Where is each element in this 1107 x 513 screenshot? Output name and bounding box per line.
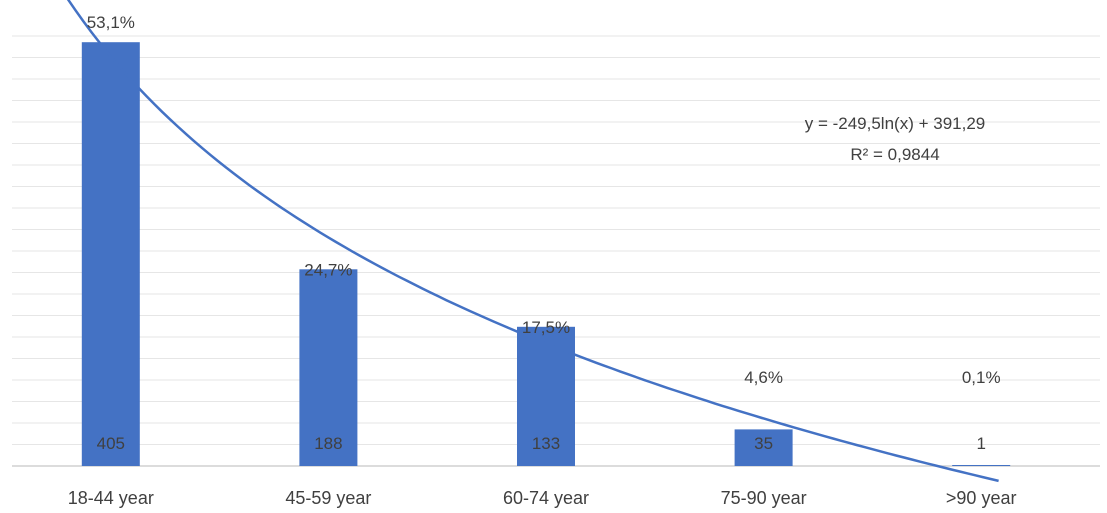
value-label-4: 1 xyxy=(976,434,985,453)
x-tick-label-0: 18-44 year xyxy=(68,488,154,508)
percent-label-1: 24,7% xyxy=(304,260,352,279)
x-tick-labels: 18-44 year 45-59 year 60-74 year 75-90 year… xyxy=(68,488,1017,508)
trendline xyxy=(66,0,999,483)
x-tick-label-4: >90 year xyxy=(946,488,1017,508)
percent-label-4: 0,1% xyxy=(962,368,1001,387)
value-label-3: 35 xyxy=(754,434,773,453)
bars xyxy=(81,42,1011,466)
percent-label-2: 17,5% xyxy=(522,318,570,337)
x-tick-label-1: 45-59 year xyxy=(285,488,371,508)
x-tick-label-2: 60-74 year xyxy=(503,488,589,508)
bar-1 xyxy=(299,269,358,466)
trendline-r-squared: R² = 0,9844 xyxy=(850,145,939,164)
value-label-2: 133 xyxy=(532,434,560,453)
trendline-equation: y = -249,5ln(x) + 391,29 xyxy=(805,114,986,133)
percent-label-0: 53,1% xyxy=(87,13,135,32)
percent-label-3: 4,6% xyxy=(744,368,783,387)
bar-4 xyxy=(952,465,1011,466)
bar-0 xyxy=(81,42,140,466)
value-labels: 405 188 133 35 1 xyxy=(97,434,986,453)
bar-3 xyxy=(734,429,793,466)
gridlines xyxy=(12,35,1100,445)
x-tick-label-3: 75-90 year xyxy=(721,488,807,508)
percent-labels: 53,1% 24,7% 17,5% 4,6% 0,1% xyxy=(87,13,1001,387)
value-label-1: 188 xyxy=(314,434,342,453)
value-label-0: 405 xyxy=(97,434,125,453)
